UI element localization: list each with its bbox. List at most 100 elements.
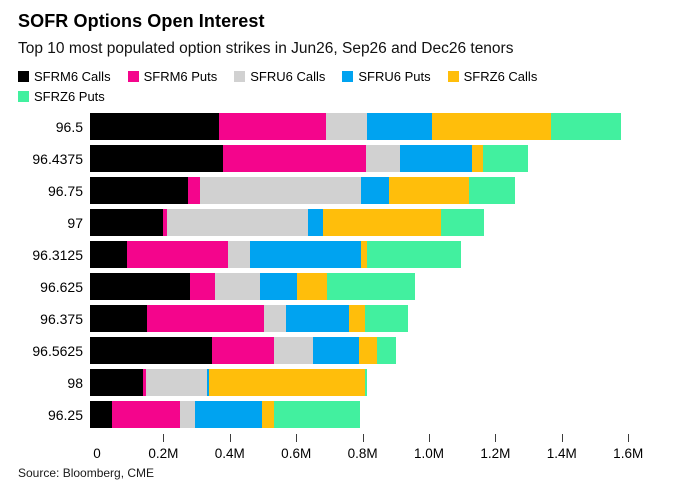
x-axis-tick <box>163 434 165 442</box>
bar-segment[interactable] <box>273 401 361 428</box>
bar-segment[interactable] <box>189 273 216 300</box>
legend-label: SFRZ6 Puts <box>34 89 105 104</box>
legend-item[interactable]: SFRU6 Puts <box>342 69 431 84</box>
bar-segment[interactable] <box>212 337 275 364</box>
bar-segment[interactable] <box>325 113 368 140</box>
bar-segment[interactable] <box>90 177 188 204</box>
bar-row: 96.375 <box>18 305 661 332</box>
chart-legend: SFRM6 Calls SFRM6 Puts SFRU6 Calls SFRU6 Pu… <box>18 69 618 104</box>
bar-segment[interactable] <box>349 305 365 332</box>
stacked-bar <box>90 177 661 204</box>
bar-segment[interactable] <box>400 145 472 172</box>
bar-segment[interactable] <box>366 241 462 268</box>
stacked-bar <box>90 209 661 236</box>
bar-segment[interactable] <box>360 177 390 204</box>
x-axis-tick-label: 1.2M <box>480 446 511 461</box>
bar-chart-plot: 96.5 96.4375 96.75 97 96.3125 96.625 96.375 96.… <box>18 113 661 428</box>
y-axis-label: 96.4375 <box>32 150 83 167</box>
legend-item[interactable]: SFRZ6 Calls <box>447 69 537 84</box>
page-title: SOFR Options Open Interest <box>18 11 265 31</box>
bar-segment[interactable] <box>227 241 250 268</box>
bar-segment[interactable] <box>163 209 168 236</box>
bar-segment[interactable] <box>261 401 274 428</box>
bar-segment[interactable] <box>308 209 324 236</box>
bar-segment[interactable] <box>468 177 516 204</box>
bar-segment[interactable] <box>222 145 366 172</box>
bar-row: 96.3125 <box>18 241 661 268</box>
bar-segment[interactable] <box>90 369 144 396</box>
stacked-bar <box>90 369 661 396</box>
bar-segment[interactable] <box>90 305 148 332</box>
bar-segment[interactable] <box>90 145 223 172</box>
bar-row: 96.75 <box>18 177 661 204</box>
bar-segment[interactable] <box>377 337 397 364</box>
bar-segment[interactable] <box>286 305 350 332</box>
bar-segment[interactable] <box>90 401 112 428</box>
bar-row: 96.5 <box>18 113 661 140</box>
bar-segment[interactable] <box>147 305 264 332</box>
source-note: Source: Bloomberg, CME <box>18 466 155 480</box>
bar-segment[interactable] <box>199 177 361 204</box>
bar-segment[interactable] <box>360 241 367 268</box>
bar-segment[interactable] <box>179 401 195 428</box>
x-axis-tick <box>628 434 630 442</box>
bar-segment[interactable] <box>297 273 327 300</box>
bar-segment[interactable] <box>90 337 213 364</box>
bar-segment[interactable] <box>208 369 365 396</box>
bar-segment[interactable] <box>126 241 228 268</box>
bar-segment[interactable] <box>431 113 552 140</box>
bar-segment[interactable] <box>187 177 200 204</box>
legend-item[interactable]: SFRM6 Calls <box>18 69 111 84</box>
legend-item[interactable]: SFRM6 Puts <box>127 69 217 84</box>
bar-segment[interactable] <box>471 145 484 172</box>
bar-segment[interactable] <box>323 209 442 236</box>
bar-segment[interactable] <box>143 369 146 396</box>
bar-segment[interactable] <box>90 113 220 140</box>
bar-segment[interactable] <box>313 337 359 364</box>
bar-row: 97 <box>18 209 661 236</box>
x-axis-tick-label: 1.6M <box>613 446 644 461</box>
bar-segment[interactable] <box>194 401 262 428</box>
y-axis-label: 98 <box>67 374 83 391</box>
y-axis-label: 96.5 <box>55 118 83 135</box>
bar-segment[interactable] <box>249 241 361 268</box>
bar-segment[interactable] <box>358 337 378 364</box>
bar-segment[interactable] <box>263 305 287 332</box>
bar-segment[interactable] <box>326 273 415 300</box>
legend-label: SFRU6 Calls <box>250 69 326 84</box>
bar-segment[interactable] <box>145 369 207 396</box>
bar-segment[interactable] <box>551 113 622 140</box>
bar-segment[interactable] <box>167 209 309 236</box>
legend-item[interactable]: SFRU6 Calls <box>234 69 325 84</box>
bar-segment[interactable] <box>364 305 408 332</box>
bar-segment[interactable] <box>90 273 190 300</box>
x-axis-tick-label: 0.8M <box>347 446 378 461</box>
legend-swatch-icon <box>447 71 459 82</box>
bar-segment[interactable] <box>206 369 209 396</box>
x-axis-tick-label: 1.4M <box>546 446 577 461</box>
x-axis-tick <box>362 434 364 442</box>
bar-segment[interactable] <box>90 209 164 236</box>
stacked-bar <box>90 273 661 300</box>
bar-segment[interactable] <box>365 145 401 172</box>
bar-segment[interactable] <box>441 209 485 236</box>
bar-segment[interactable] <box>389 177 469 204</box>
bar-segment[interactable] <box>215 273 260 300</box>
bar-segment[interactable] <box>90 241 127 268</box>
legend-label: SFRU6 Puts <box>358 69 431 84</box>
bar-segment[interactable] <box>111 401 180 428</box>
x-axis-tick <box>296 434 298 442</box>
stacked-bar <box>90 145 661 172</box>
bar-segment[interactable] <box>274 337 314 364</box>
bar-segment[interactable] <box>259 273 298 300</box>
legend-item[interactable]: SFRZ6 Puts <box>18 89 105 104</box>
bar-segment[interactable] <box>364 369 367 396</box>
bar-row: 96.625 <box>18 273 661 300</box>
y-axis-label: 96.75 <box>47 182 83 199</box>
bar-segment[interactable] <box>367 113 432 140</box>
x-axis-tick <box>561 434 563 442</box>
bar-segment[interactable] <box>219 113 326 140</box>
bar-segment[interactable] <box>483 145 529 172</box>
bar-row: 98 <box>18 369 661 396</box>
chart-subtitle: Top 10 most populated option strikes in … <box>18 40 514 57</box>
